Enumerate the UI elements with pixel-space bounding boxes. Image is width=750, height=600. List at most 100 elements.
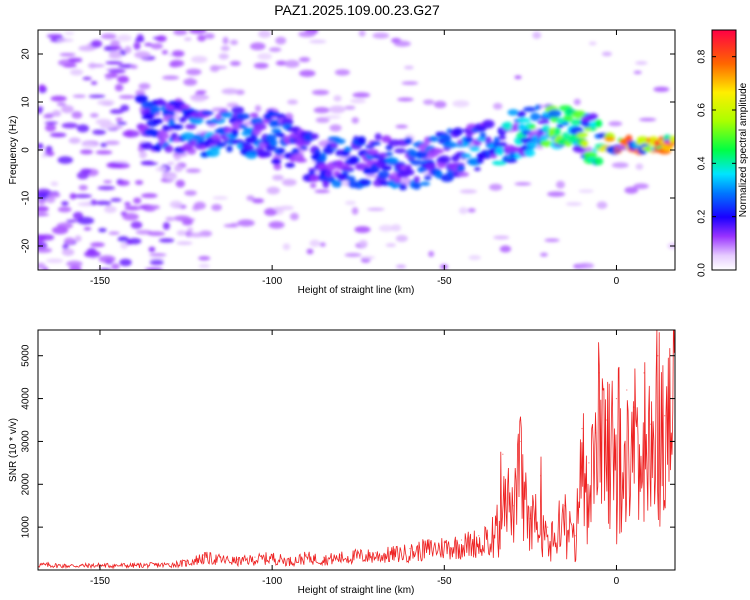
heatmap-blob (134, 38, 145, 42)
heatmap-signal-blob (144, 111, 155, 120)
heatmap-blob (162, 75, 180, 80)
spectrogram-x-tick-label: -50 (437, 276, 452, 287)
heatmap-blob (103, 180, 113, 184)
heatmap-blob (149, 253, 167, 257)
heatmap-blob (492, 102, 503, 110)
heatmap-blob (149, 259, 164, 266)
heatmap-signal-blob (231, 106, 245, 115)
snr-data-point (588, 462, 590, 464)
heatmap-signal-blob (150, 129, 160, 138)
heatmap-signal-blob (310, 133, 319, 140)
heatmap-signal-blob (435, 170, 443, 179)
heatmap-blob (120, 104, 130, 112)
heatmap-blob (258, 30, 272, 38)
heatmap-blob (459, 189, 478, 194)
heatmap-signal-blob (443, 141, 457, 149)
heatmap-signal-blob (157, 131, 170, 140)
heatmap-blob (171, 50, 185, 57)
spectrogram-y-tick-label: 10 (21, 96, 32, 108)
heatmap-blob (223, 224, 237, 228)
heatmap-blob (638, 117, 657, 122)
heatmap-blob (78, 45, 96, 52)
heatmap-blob (252, 198, 264, 204)
heatmap-blob (395, 234, 408, 242)
heatmap-signal-blob (547, 109, 562, 118)
heatmap-blob (314, 189, 330, 193)
heatmap-signal-blob (266, 111, 281, 117)
heatmap-blob (48, 192, 61, 198)
heatmap-signal-blob (251, 149, 258, 155)
heatmap-signal-blob (152, 118, 164, 124)
heatmap-blob (161, 50, 169, 55)
heatmap-signal-blob (576, 131, 588, 138)
heatmap-blob (273, 163, 282, 171)
snr-data-point (664, 415, 666, 417)
heatmap-blob (308, 39, 327, 44)
heatmap-blob (124, 45, 132, 54)
heatmap-blob (198, 263, 210, 269)
heatmap-blob (88, 94, 106, 99)
heatmap-blob (147, 231, 166, 237)
heatmap-blob (394, 40, 411, 47)
colorbar-ticks: 0.0 0.2 0.4 0.6 0.8 (697, 49, 736, 277)
heatmap-signal-blob (211, 117, 226, 124)
heatmap-blob (428, 250, 435, 258)
heatmap-signal-blob (644, 145, 652, 153)
snr-data-point (357, 552, 359, 554)
heatmap-blob (467, 208, 476, 213)
heatmap-blob (109, 109, 124, 114)
heatmap-signal-blob (583, 151, 598, 159)
heatmap-signal-blob (341, 166, 355, 172)
snr-y-tick-label: 2000 (21, 473, 32, 496)
heatmap-signal-blob (570, 118, 583, 126)
snr-data-point (254, 556, 256, 558)
heatmap-blob (73, 194, 92, 199)
heatmap-blob (196, 90, 207, 94)
heatmap-blob (59, 52, 76, 57)
heatmap-signal-blob (366, 149, 379, 156)
heatmap-blob (174, 164, 183, 173)
heatmap-blob (90, 242, 105, 248)
snr-data-point (547, 526, 549, 528)
heatmap-blob (111, 263, 120, 270)
heatmap-blob (635, 61, 648, 65)
heatmap-blob (46, 258, 64, 263)
heatmap-signal-blob (495, 145, 504, 154)
heatmap-blob (176, 230, 187, 236)
heatmap-blob (51, 226, 69, 235)
snr-data-point (99, 563, 101, 566)
heatmap-blob (56, 102, 67, 107)
heatmap-signal-blob (220, 111, 234, 118)
heatmap-blob (635, 163, 644, 170)
heatmap-blob (134, 51, 151, 59)
heatmap-signal-blob (461, 153, 472, 159)
heatmap-blob (422, 99, 435, 105)
heatmap-blob (45, 196, 56, 204)
heatmap-blob (209, 65, 220, 72)
spectrogram-x-ticks: -150 -100 -50 0 (90, 30, 620, 287)
heatmap-signal-blob (423, 174, 432, 181)
heatmap-blob (98, 228, 107, 233)
heatmap-blob (76, 124, 90, 133)
snr-data-point (323, 556, 325, 558)
heatmap-signal-blob (527, 141, 538, 150)
heatmap-signal-blob (539, 140, 553, 147)
heatmap-signal-blob (178, 116, 187, 123)
snr-data-point (288, 558, 290, 560)
heatmap-blob (118, 95, 135, 100)
heatmap-blob (105, 76, 113, 81)
snr-series-line (38, 330, 675, 570)
heatmap-blob (352, 92, 371, 98)
heatmap-blob (150, 43, 163, 50)
snr-data-point (540, 475, 542, 477)
heatmap-blob (76, 171, 89, 180)
heatmap-signal-blob (398, 183, 408, 191)
heatmap-blob (104, 205, 117, 214)
heatmap-signal-blob (438, 155, 451, 164)
heatmap-signal-blob (402, 168, 415, 176)
heatmap-signal-blob (588, 113, 599, 121)
heatmap-signal-blob (211, 133, 221, 140)
spectrogram-x-label: Height of straight line (km) (298, 285, 415, 296)
heatmap-signal-blob (278, 147, 286, 154)
heatmap-blob (401, 81, 419, 85)
